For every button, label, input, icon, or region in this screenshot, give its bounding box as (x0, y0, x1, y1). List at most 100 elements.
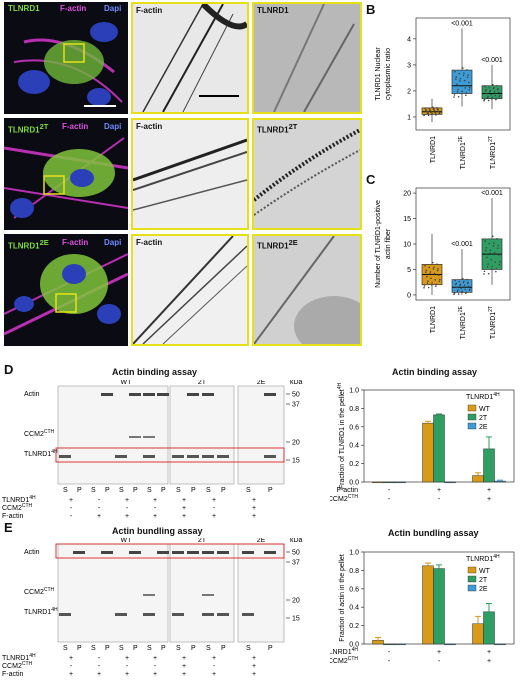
data-point (487, 99, 490, 102)
data-point (431, 112, 433, 115)
bar (422, 422, 434, 483)
marker-label: 50 (292, 550, 300, 557)
condition-value: + (125, 655, 129, 662)
condition-value: - (126, 505, 129, 512)
data-point (454, 78, 457, 80)
data-point (426, 110, 428, 113)
condition-value: - (126, 663, 129, 670)
data-point (437, 108, 439, 111)
data-point (427, 280, 429, 282)
data-point (467, 281, 469, 284)
lane-label: P (133, 487, 138, 494)
y-tick-label: 20 (403, 191, 411, 198)
bar (394, 643, 406, 646)
y-tick-label: 1 (407, 114, 411, 121)
condition-value: - (388, 658, 391, 665)
legend-label: 2E (479, 424, 488, 431)
chart-d: 0.0 0.2 0.4 0.6 0.8 1.0 Fraction of TLNRD1 in … (328, 378, 520, 518)
data-point (490, 268, 493, 271)
y-tick-label: 2 (407, 88, 411, 95)
actin-band (264, 393, 276, 396)
zoom-tlnrd1-wt (252, 2, 362, 114)
y-tick-label: 0.2 (349, 623, 359, 630)
data-point (497, 244, 499, 247)
highlight-box (55, 543, 285, 559)
condition-value: + (182, 497, 186, 504)
data-point (461, 90, 463, 93)
data-point (464, 87, 466, 89)
x-tick-label: TLNRD12E (458, 305, 467, 339)
condition-value: + (182, 663, 186, 670)
data-point (483, 273, 485, 275)
y-tick-label: 1.0 (349, 550, 359, 557)
group-label-wt: WT (121, 538, 133, 544)
data-point (466, 76, 469, 79)
condition-label: CCM2CTH (2, 661, 33, 670)
data-point (434, 279, 436, 281)
lane-label: S (63, 645, 68, 652)
band-label-actin: Actin (24, 549, 40, 556)
condition-row-label: CCM2CTH (330, 494, 358, 503)
data-point (484, 249, 487, 252)
data-point (428, 266, 431, 269)
data-point (425, 269, 428, 272)
legend-label: WT (479, 406, 491, 413)
lane-label: S (91, 487, 96, 494)
micrograph-merge-wt (4, 2, 128, 114)
data-point (485, 88, 488, 91)
condition-value: - (388, 496, 391, 503)
lane-label: P (77, 487, 82, 494)
group-label-2e: 2E (257, 380, 266, 386)
data-point (467, 285, 470, 288)
y-tick-label: 1.0 (349, 388, 359, 395)
tlnrd1-band (59, 455, 71, 458)
chart-e-title: Actin bundling assay (388, 528, 479, 538)
tlnrd1-band (202, 613, 214, 616)
condition-value: - (98, 505, 101, 512)
actin-band (101, 551, 113, 554)
data-point (498, 263, 501, 266)
condition-value: + (182, 671, 186, 678)
data-point (436, 107, 438, 109)
legend-title: TLNRD14H (466, 554, 500, 563)
data-point (494, 94, 496, 97)
lane-label: P (191, 645, 196, 652)
p-value: <0.001 (451, 241, 473, 248)
data-point (496, 247, 499, 250)
y-axis-label-2: cytoplasmic ratio (385, 48, 392, 100)
data-point (436, 269, 439, 272)
data-point (459, 80, 461, 82)
condition-value: - (98, 497, 101, 504)
gel-e: WT 2T 2E kDa 50 37 20 15 Actin CCM2CTH TLNRD14H S P S… (0, 537, 330, 678)
data-point (491, 96, 493, 99)
band-label-actin: Actin (24, 391, 40, 398)
lane-label: P (221, 645, 226, 652)
bar (483, 611, 495, 645)
legend-swatch (467, 566, 477, 574)
data-point (497, 254, 500, 256)
zoom-tlnrd1-2t (252, 118, 362, 230)
gel-panel (57, 385, 169, 485)
data-point (430, 283, 433, 286)
data-point (497, 87, 499, 90)
group-label-wt: WT (121, 380, 133, 386)
actin-band (202, 393, 214, 396)
lane-label: S (119, 487, 124, 494)
data-point (462, 74, 465, 77)
condition-value: + (153, 671, 157, 678)
data-point (437, 110, 440, 113)
condition-value: + (437, 649, 441, 656)
condition-value: + (97, 671, 101, 678)
data-point (457, 289, 459, 291)
legend-swatch (467, 413, 477, 421)
data-point (454, 279, 456, 282)
bar (372, 481, 384, 484)
marker-label: 37 (292, 402, 300, 409)
actin-band (73, 551, 85, 554)
tlnrd1-band (172, 455, 184, 458)
ccm2-band (129, 436, 141, 438)
highlight-box (55, 447, 285, 463)
data-point (468, 88, 471, 91)
bar (433, 568, 445, 645)
data-point (429, 272, 431, 275)
